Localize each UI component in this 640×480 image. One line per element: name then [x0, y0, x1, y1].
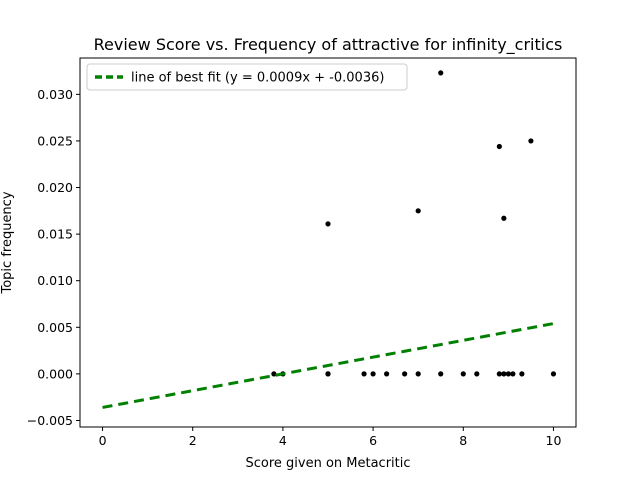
y-tick-label: 0.020 [37, 180, 73, 195]
y-tick-label: 0.025 [37, 133, 73, 148]
data-point [505, 371, 511, 377]
data-point [325, 221, 331, 227]
x-tick-label: 4 [279, 433, 287, 448]
y-tick-label: 0.010 [37, 273, 73, 288]
data-point [361, 371, 367, 377]
plot-area [102, 70, 557, 409]
data-point [438, 371, 444, 377]
data-point [474, 371, 480, 377]
legend-box [86, 63, 408, 91]
data-point [550, 371, 557, 377]
data-point [460, 371, 466, 377]
x-tick-label: 6 [369, 433, 377, 448]
y-tick-label: 0.000 [37, 366, 73, 381]
data-point [415, 208, 421, 214]
data-point [496, 371, 502, 377]
data-point [501, 215, 507, 221]
y-tick-label: 0.015 [37, 227, 73, 242]
y-tick-label: −0.005 [27, 413, 73, 428]
x-tick-label: 0 [99, 433, 107, 448]
x-tick-label: 8 [459, 433, 467, 448]
data-point [271, 371, 277, 377]
data-point [510, 371, 516, 377]
legend-fit-line-label: line of best fit (y = 0.0009x + -0.0036) [131, 71, 384, 86]
data-point [496, 143, 502, 150]
data-point [528, 138, 534, 144]
data-point [402, 371, 408, 377]
data-point [370, 371, 376, 377]
y-axis-title: Topic frequency [0, 191, 15, 294]
x-axis-ticks: 0 2 4 6 8 10 [99, 427, 562, 448]
axes-frame [79, 57, 577, 428]
y-axis-ticks: −0.005 0.000 0.005 0.010 0.015 0.020 0.025 0.03… [27, 87, 80, 428]
best-fit-line [102, 322, 554, 409]
data-point [438, 70, 444, 76]
data-point [325, 371, 331, 377]
x-tick-label: 2 [189, 433, 197, 448]
data-point [415, 371, 421, 377]
x-tick-label: 10 [546, 433, 562, 448]
x-axis-title: Score given on Metacritic [245, 456, 410, 471]
data-point [384, 371, 390, 377]
y-tick-label: 0.005 [37, 320, 73, 335]
legend: line of best fit (y = 0.0009x + -0.0036) [86, 63, 408, 91]
chart-title: Review Score vs. Frequency of attractive… [94, 35, 563, 55]
y-tick-label: 0.030 [37, 87, 73, 102]
data-point [501, 371, 507, 377]
data-point [519, 371, 525, 377]
